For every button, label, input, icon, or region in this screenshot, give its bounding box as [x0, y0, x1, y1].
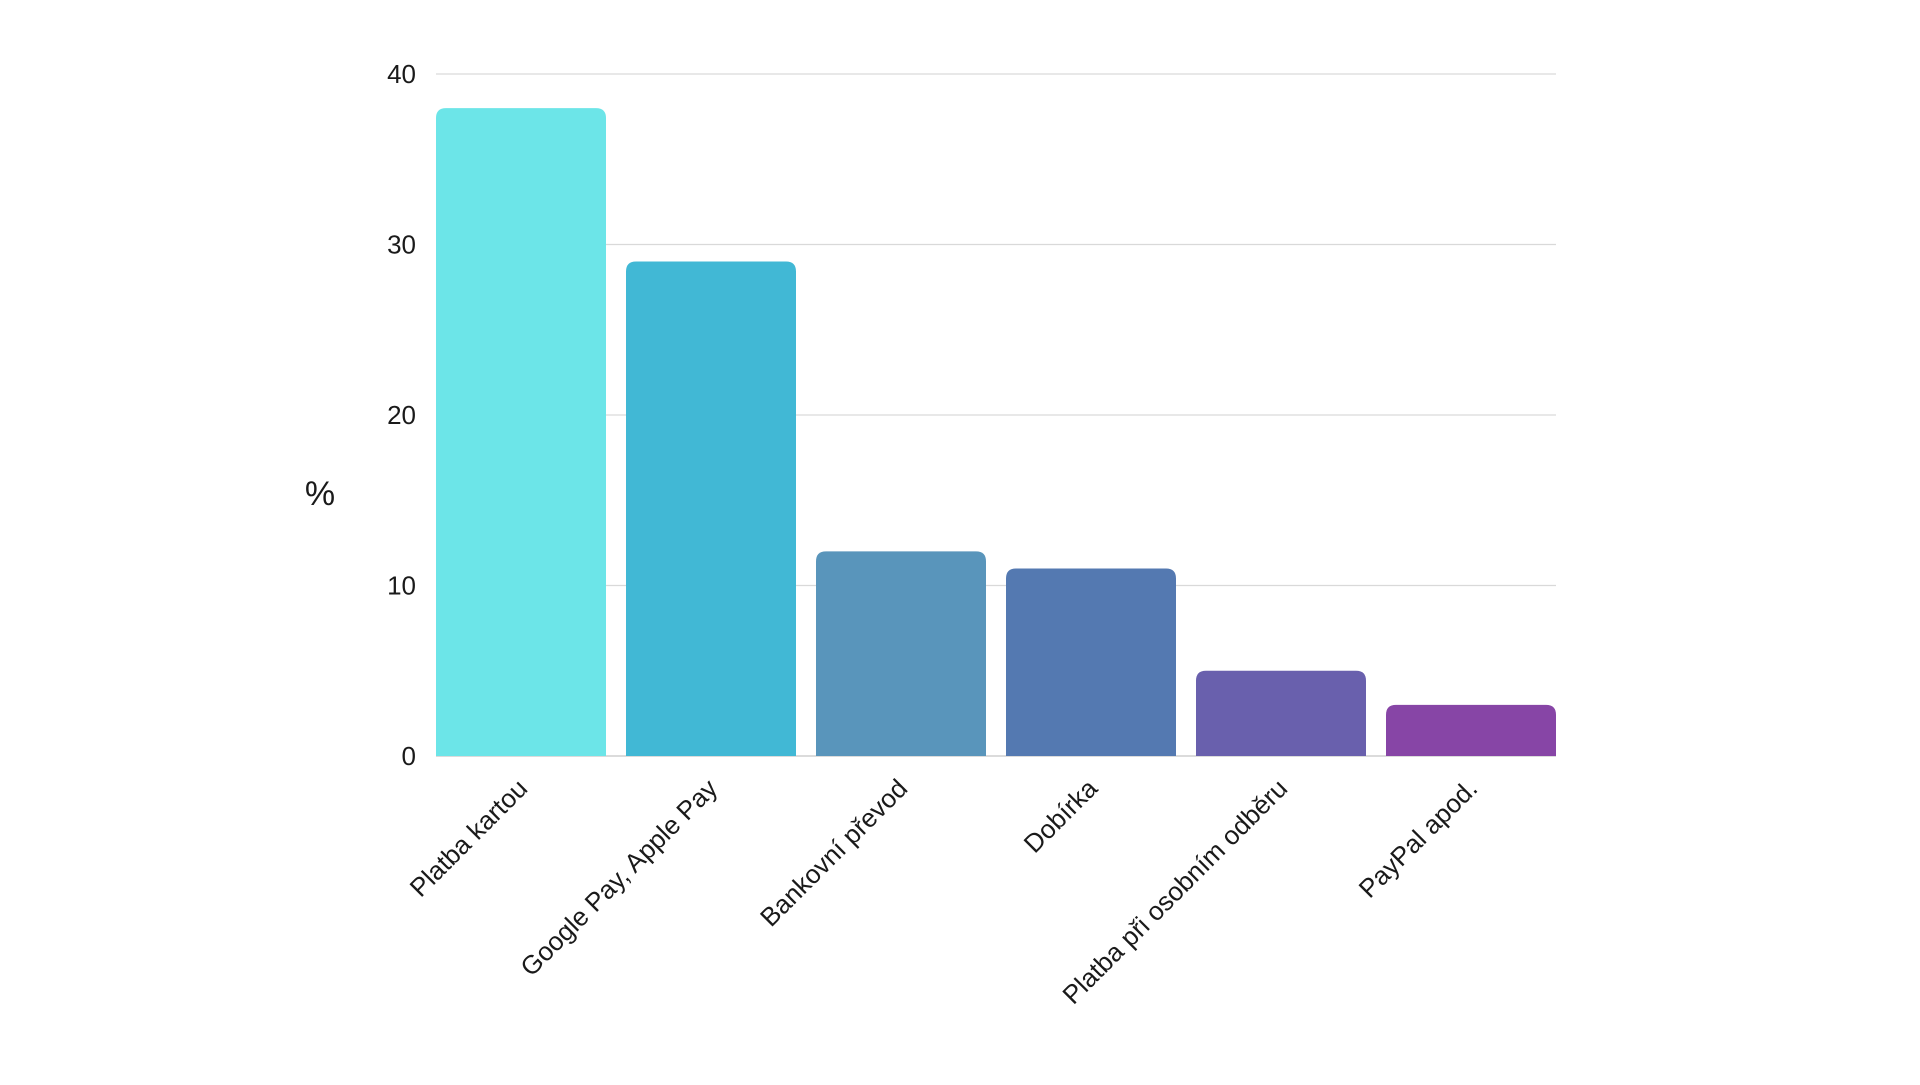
x-category-label: Platba kartou — [404, 773, 534, 903]
bar-1 — [436, 108, 606, 757]
bar-3 — [816, 551, 986, 756]
y-tick-labels: 0 10 20 30 40 — [387, 59, 416, 771]
x-category-label: PayPal apod. — [1353, 773, 1484, 904]
y-tick-label: 10 — [387, 571, 416, 601]
gridlines — [436, 73, 1556, 757]
bar-6 — [1386, 704, 1556, 756]
y-axis-title: % — [305, 475, 335, 513]
y-tick-label: 40 — [387, 59, 416, 89]
bar-5 — [1196, 670, 1366, 756]
bars — [436, 108, 1556, 757]
y-tick-label: 30 — [387, 230, 416, 260]
bar-4 — [1006, 568, 1176, 756]
bar-2 — [626, 261, 796, 756]
x-category-label: Bankovní převod — [754, 773, 913, 932]
x-category-label: Google Pay, Apple Pay — [514, 773, 723, 982]
y-tick-label: 0 — [402, 741, 416, 771]
y-tick-label: 20 — [387, 400, 416, 430]
x-category-label: Platba při osobním odběru — [1056, 773, 1293, 1010]
x-category-label: Dobírka — [1018, 773, 1104, 859]
